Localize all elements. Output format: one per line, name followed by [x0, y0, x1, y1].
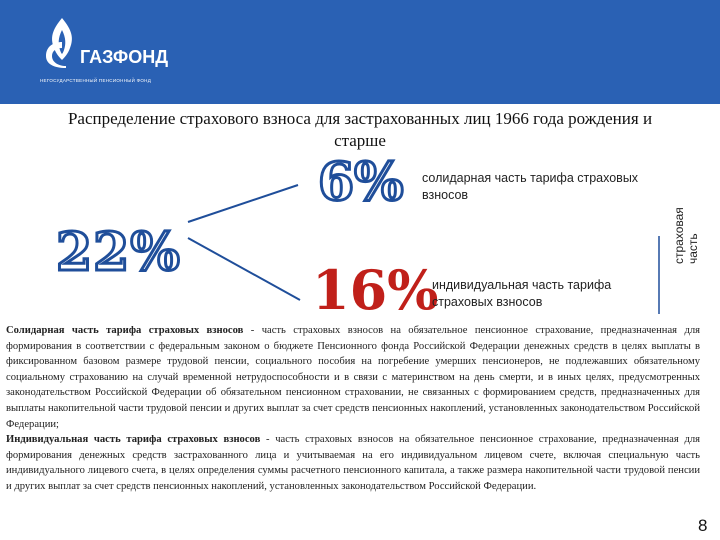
individual-label: индивидуальная часть тарифа страховых вз… [432, 278, 612, 309]
header-banner: ГАЗФОНД НЕГОСУДАРСТВЕННЫЙ ПЕНСИОННЫЙ ФОН… [0, 0, 720, 104]
individual-term: Индивидуальная часть тарифа страховых вз… [6, 434, 261, 446]
slide-title: Распределение страхового взноса для заст… [67, 109, 653, 150]
individual-rate: 16% [312, 258, 439, 322]
logo-wordmark: ГАЗФОНД [80, 47, 169, 67]
page-number: 8 [698, 516, 708, 535]
insurance-part-label: страховая часть [672, 204, 700, 264]
flame-icon [46, 18, 72, 68]
insurance-part-line1: страховая [672, 207, 686, 264]
definitions-text: Солидарная часть тарифа страховых взносо… [6, 323, 700, 495]
connector-upper [187, 184, 299, 223]
insurance-part-line2: часть [686, 233, 700, 264]
total-rate: 22% [55, 221, 182, 285]
solidary-term: Солидарная часть тарифа страховых взносо… [6, 325, 244, 336]
connector-lower [187, 237, 301, 301]
individual-definition: - часть страховых взносов на обязательно… [6, 434, 700, 492]
solidary-label: солидарная часть тарифа страховых взносо… [422, 171, 639, 202]
gazfond-logo: ГАЗФОНД НЕГОСУДАРСТВЕННЫЙ ПЕНСИОННЫЙ ФОН… [32, 14, 212, 84]
logo-subtitle: НЕГОСУДАРСТВЕННЫЙ ПЕНСИОННЫЙ ФОНД [40, 78, 152, 83]
solidary-rate: 6% [317, 151, 406, 215]
solidary-definition: - часть страховых взносов на обязательно… [6, 325, 700, 430]
